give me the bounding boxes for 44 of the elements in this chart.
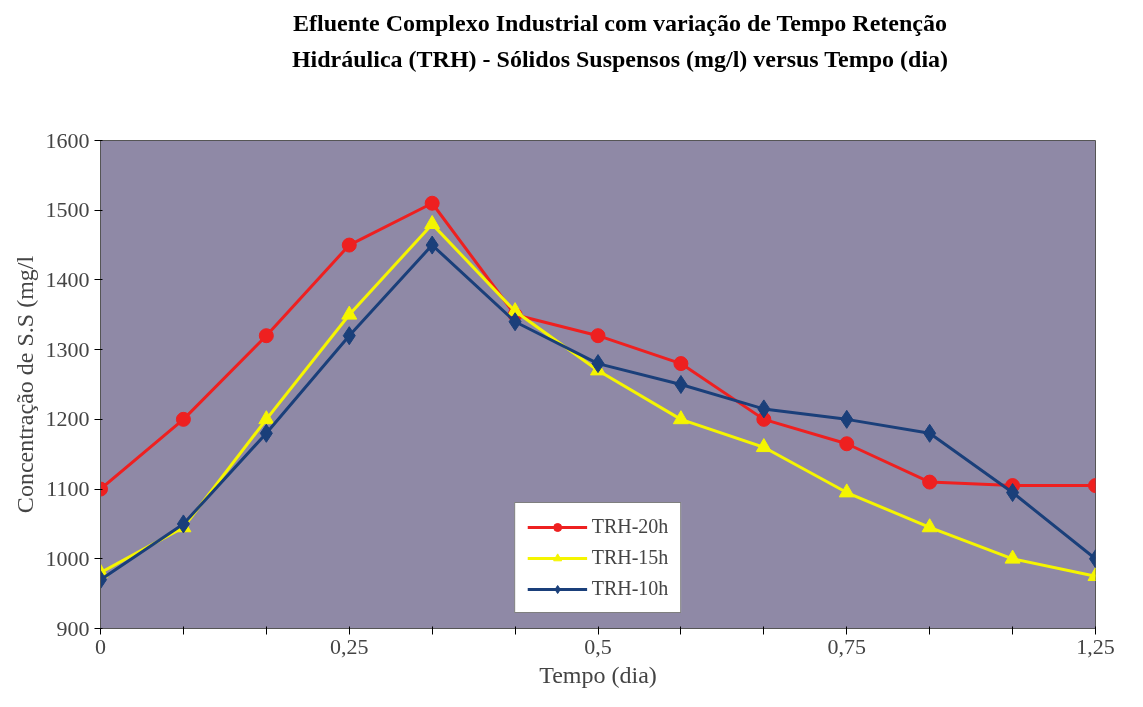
point <box>508 312 522 332</box>
point <box>840 409 854 429</box>
point <box>1006 483 1020 503</box>
x-tick-label: 1,25 <box>1076 633 1115 659</box>
point <box>839 436 855 452</box>
point <box>175 411 191 427</box>
y-tick-label: 1200 <box>45 406 90 432</box>
point <box>1004 549 1021 564</box>
x-tick-label: 0,25 <box>330 633 369 659</box>
point <box>258 410 275 425</box>
point <box>755 438 772 453</box>
point <box>838 483 855 498</box>
y-tick-label: 1500 <box>45 197 90 223</box>
x-tick-label: 0,5 <box>584 633 612 659</box>
x-tick-label: 0,75 <box>827 633 866 659</box>
point <box>923 423 937 443</box>
point <box>591 354 605 374</box>
point <box>176 514 190 534</box>
legend-label: TRH-20h <box>591 515 669 538</box>
y-tick-label: 1000 <box>45 545 90 571</box>
legend-label: TRH-15h <box>591 546 669 569</box>
y-tick-label: 900 <box>56 615 90 641</box>
point <box>424 195 440 211</box>
point <box>922 474 938 490</box>
point <box>342 326 356 346</box>
y-axis-title: Concentração de S.S (mg/l <box>11 255 38 514</box>
point <box>921 518 938 533</box>
legend-label: TRH-10h <box>591 577 669 600</box>
y-tick-label: 1600 <box>45 127 90 153</box>
x-axis-title: Tempo (dia) <box>539 661 657 688</box>
point <box>259 423 273 443</box>
y-tick-label: 1400 <box>45 266 90 292</box>
point <box>425 235 439 255</box>
point <box>757 399 771 419</box>
x-tick-label: 0 <box>95 633 106 659</box>
chart-title: Efluente Complexo Industrial com variação de Tempo Retenção Hidráulica (TRH) - Sólidos Suspensos (mg/l) versus Tempo (dia) <box>290 9 950 74</box>
point <box>341 237 357 253</box>
y-tick-label: 1300 <box>45 336 90 362</box>
point <box>590 328 606 344</box>
point <box>672 410 689 425</box>
point <box>674 375 688 394</box>
point <box>673 356 689 372</box>
y-tick-label: 1100 <box>46 476 90 502</box>
point <box>258 328 274 344</box>
